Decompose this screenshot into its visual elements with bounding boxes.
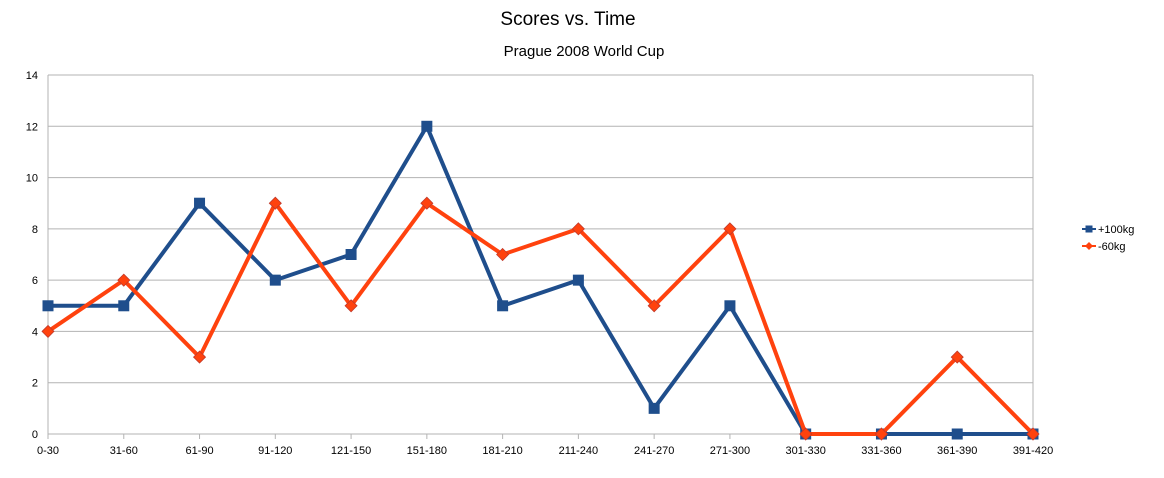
data-point [496, 247, 510, 262]
data-point [1026, 427, 1040, 441]
y-tick-label: 4 [32, 326, 38, 338]
legend-marker [1085, 242, 1093, 250]
y-tick-label: 0 [32, 429, 38, 441]
data-point [269, 274, 281, 286]
data-point [118, 300, 130, 312]
x-tick-label: 121-150 [331, 445, 371, 457]
data-point [192, 350, 207, 364]
y-tick-label: 10 [26, 173, 38, 185]
chart-title: Scores vs. Time [500, 9, 635, 30]
x-tick-label: 181-210 [482, 445, 522, 457]
data-point [723, 222, 737, 236]
data-point [724, 300, 736, 312]
legend-label: -60kg [1098, 241, 1126, 253]
legend-entry: -60kg [1082, 241, 1126, 253]
data-point [117, 273, 131, 287]
data-point [421, 120, 433, 132]
legend: +100kg -60kg [1082, 224, 1134, 253]
y-tick-label: 14 [26, 70, 38, 82]
x-tick-label: 151-180 [407, 445, 447, 457]
series-line [46, 201, 1035, 436]
x-tick-label: 301-330 [786, 445, 826, 457]
legend-marker [1085, 225, 1093, 233]
legend-label: +100kg [1098, 224, 1134, 236]
x-tick-label: 361-390 [937, 445, 977, 457]
data-point [420, 196, 434, 210]
data-point [41, 324, 55, 338]
data-point [874, 427, 889, 441]
data-point [572, 274, 584, 286]
x-tick-label: 0-30 [37, 445, 59, 457]
y-tick-label: 2 [32, 378, 38, 390]
y-tick-label: 8 [32, 224, 38, 236]
chart-subtitle: Prague 2008 World Cup [504, 43, 665, 60]
data-point [951, 428, 963, 440]
grid-lines [48, 74, 1033, 384]
data-point [647, 299, 661, 313]
axes [47, 75, 1034, 439]
series-minus-60kg [41, 196, 1040, 441]
y-tick-label: 6 [32, 275, 38, 287]
x-tick-labels: 0-30 31-60 61-90 91-120 121-150 151-180 181-21… [37, 445, 1053, 457]
legend-entry: +100kg [1082, 224, 1134, 236]
data-point [950, 350, 964, 364]
x-tick-label: 241-270 [634, 445, 674, 457]
data-point [571, 222, 585, 236]
data-point [799, 427, 813, 441]
data-point [345, 249, 357, 260]
data-point [268, 196, 282, 210]
x-tick-label: 271-300 [710, 445, 750, 457]
data-point [42, 300, 54, 312]
x-tick-label: 31-60 [110, 445, 138, 457]
x-tick-label: 331-360 [861, 445, 901, 457]
y-tick-labels: 0 2 4 6 8 10 12 14 [26, 70, 38, 441]
data-point [194, 197, 206, 209]
series-lines [41, 120, 1040, 441]
data-point [648, 402, 660, 414]
data-point [497, 300, 509, 312]
y-tick-label: 12 [26, 121, 38, 133]
data-point [344, 299, 358, 313]
x-tick-label: 391-420 [1013, 445, 1053, 457]
x-tick-label: 61-90 [185, 445, 213, 457]
x-tick-label: 211-240 [559, 445, 599, 457]
x-tick-label: 91-120 [258, 445, 292, 457]
